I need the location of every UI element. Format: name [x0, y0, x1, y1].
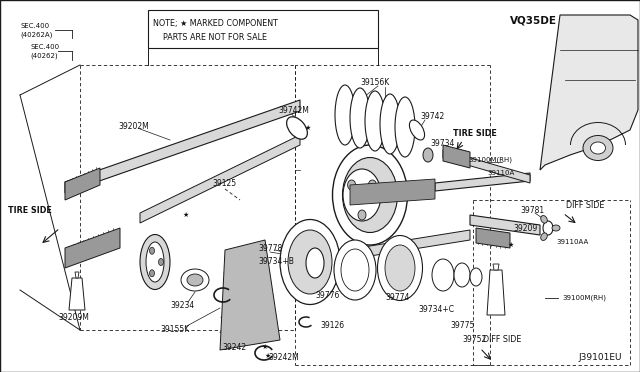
Text: VQ35DE: VQ35DE [510, 15, 557, 25]
Text: 39209M: 39209M [58, 314, 89, 323]
Ellipse shape [181, 269, 209, 291]
Text: 39734: 39734 [430, 138, 454, 148]
Text: 39110AA: 39110AA [556, 239, 588, 245]
Polygon shape [75, 272, 79, 278]
Ellipse shape [385, 245, 415, 291]
Text: SEC.400: SEC.400 [20, 23, 49, 29]
Ellipse shape [159, 259, 163, 266]
Polygon shape [65, 100, 300, 193]
Text: 39110A: 39110A [487, 170, 515, 176]
Text: 39234: 39234 [170, 301, 195, 310]
Text: PARTS ARE NOT FOR SALE: PARTS ARE NOT FOR SALE [153, 32, 267, 42]
Ellipse shape [288, 230, 332, 294]
Ellipse shape [378, 235, 422, 301]
Text: (40262A): (40262A) [20, 32, 52, 38]
Ellipse shape [380, 94, 400, 154]
Text: NOTE; ★ MARKED COMPONENT: NOTE; ★ MARKED COMPONENT [153, 19, 278, 28]
Text: 39742: 39742 [420, 112, 444, 121]
Ellipse shape [140, 234, 170, 289]
Ellipse shape [334, 240, 376, 300]
Text: 39156K: 39156K [360, 77, 389, 87]
Ellipse shape [365, 91, 385, 151]
Text: 39100M(RH): 39100M(RH) [468, 157, 512, 163]
Ellipse shape [369, 180, 376, 190]
Text: 39776: 39776 [315, 291, 339, 299]
Text: 39209: 39209 [513, 224, 537, 232]
Text: 39781: 39781 [520, 205, 544, 215]
Text: 39778: 39778 [258, 244, 282, 253]
Ellipse shape [395, 97, 415, 157]
Ellipse shape [343, 169, 381, 221]
Text: 39155K: 39155K [160, 326, 189, 334]
Ellipse shape [543, 221, 553, 235]
Ellipse shape [470, 268, 482, 286]
Text: 39125: 39125 [212, 179, 236, 187]
Ellipse shape [541, 233, 547, 240]
Ellipse shape [146, 242, 164, 282]
Polygon shape [65, 228, 120, 268]
Ellipse shape [410, 120, 424, 140]
Polygon shape [443, 145, 470, 168]
Polygon shape [350, 179, 435, 205]
Polygon shape [140, 135, 300, 223]
Text: 39242M: 39242M [268, 353, 299, 362]
Polygon shape [470, 215, 540, 235]
Ellipse shape [280, 219, 340, 305]
Text: TIRE SIDE: TIRE SIDE [453, 128, 497, 138]
Ellipse shape [287, 117, 307, 139]
Ellipse shape [333, 145, 408, 245]
Text: (40262): (40262) [30, 53, 58, 59]
Ellipse shape [432, 259, 454, 291]
Text: 39100M(RH): 39100M(RH) [562, 295, 606, 301]
Ellipse shape [335, 85, 355, 145]
Ellipse shape [591, 142, 605, 154]
Ellipse shape [342, 157, 397, 232]
Text: 39752: 39752 [462, 336, 486, 344]
Text: J39101EU: J39101EU [578, 353, 621, 362]
Text: 39126: 39126 [320, 321, 344, 330]
Polygon shape [443, 150, 530, 183]
Text: 39775: 39775 [450, 321, 474, 330]
Ellipse shape [454, 263, 470, 287]
Polygon shape [540, 15, 638, 170]
Ellipse shape [341, 249, 369, 291]
Polygon shape [487, 270, 505, 315]
Ellipse shape [552, 225, 560, 231]
Bar [148, 10, 378, 48]
Text: DIFF SIDE: DIFF SIDE [566, 201, 604, 209]
Text: ★: ★ [508, 242, 515, 248]
Ellipse shape [348, 180, 356, 190]
Text: 39242: 39242 [222, 343, 246, 353]
Text: 39774: 39774 [385, 294, 410, 302]
Ellipse shape [187, 274, 203, 286]
Text: ★: ★ [262, 344, 268, 350]
Text: 39734+C: 39734+C [418, 305, 454, 314]
Polygon shape [476, 228, 510, 248]
Ellipse shape [423, 148, 433, 162]
Ellipse shape [358, 210, 366, 220]
Text: 39742M: 39742M [278, 106, 309, 115]
Ellipse shape [150, 247, 154, 254]
Polygon shape [65, 168, 100, 200]
Polygon shape [295, 230, 470, 268]
Text: 39734+B: 39734+B [258, 257, 294, 266]
Text: TIRE SIDE: TIRE SIDE [8, 205, 52, 215]
Text: ★: ★ [265, 353, 271, 359]
Polygon shape [493, 264, 499, 270]
Text: SEC.400: SEC.400 [30, 44, 59, 50]
Ellipse shape [541, 215, 547, 223]
Polygon shape [220, 240, 280, 350]
Polygon shape [435, 173, 530, 191]
Text: DIFF SIDE: DIFF SIDE [483, 336, 522, 344]
Polygon shape [69, 278, 85, 310]
Text: ★: ★ [183, 212, 189, 218]
Text: 39202M: 39202M [118, 122, 148, 131]
Ellipse shape [583, 135, 613, 160]
Ellipse shape [306, 248, 324, 278]
Text: ★: ★ [305, 125, 311, 131]
Ellipse shape [350, 88, 370, 148]
Ellipse shape [150, 270, 154, 277]
